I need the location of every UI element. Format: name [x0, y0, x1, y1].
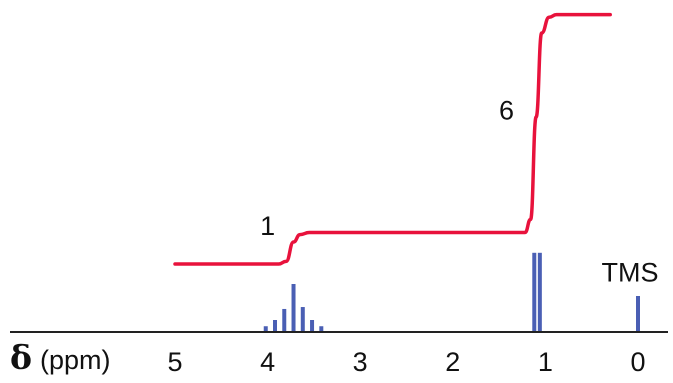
integral-curve [173, 12, 612, 266]
spectrum-peak [273, 320, 278, 332]
spectrum-peak [300, 307, 305, 332]
integration-label: 1 [260, 211, 275, 241]
annotations: 1 6 TMS [260, 96, 658, 288]
spectrum-peak [310, 320, 315, 332]
spectrum-peak [636, 296, 640, 332]
integration-label: 6 [499, 96, 514, 126]
spectrum-peak [291, 284, 296, 332]
spectrum-peak [319, 326, 324, 332]
x-tick-labels: 5 4 3 2 1 0 [167, 347, 645, 377]
x-tick-label: 3 [353, 347, 368, 377]
spectrum-peak [532, 252, 537, 332]
x-tick-label: 0 [630, 347, 645, 377]
spectrum-peak [537, 252, 542, 332]
spectrum-peaks [263, 252, 640, 332]
x-tick-label: 1 [538, 347, 553, 377]
x-axis-unit: (ppm) [40, 345, 111, 375]
tms-label: TMS [602, 258, 659, 288]
x-tick-label: 4 [260, 347, 275, 377]
spectrum-peak [282, 308, 287, 332]
x-axis-symbol: δ [10, 338, 32, 377]
x-tick-label: 5 [167, 347, 182, 377]
x-tick-label: 2 [445, 347, 460, 377]
spectrum-peak [263, 326, 268, 332]
